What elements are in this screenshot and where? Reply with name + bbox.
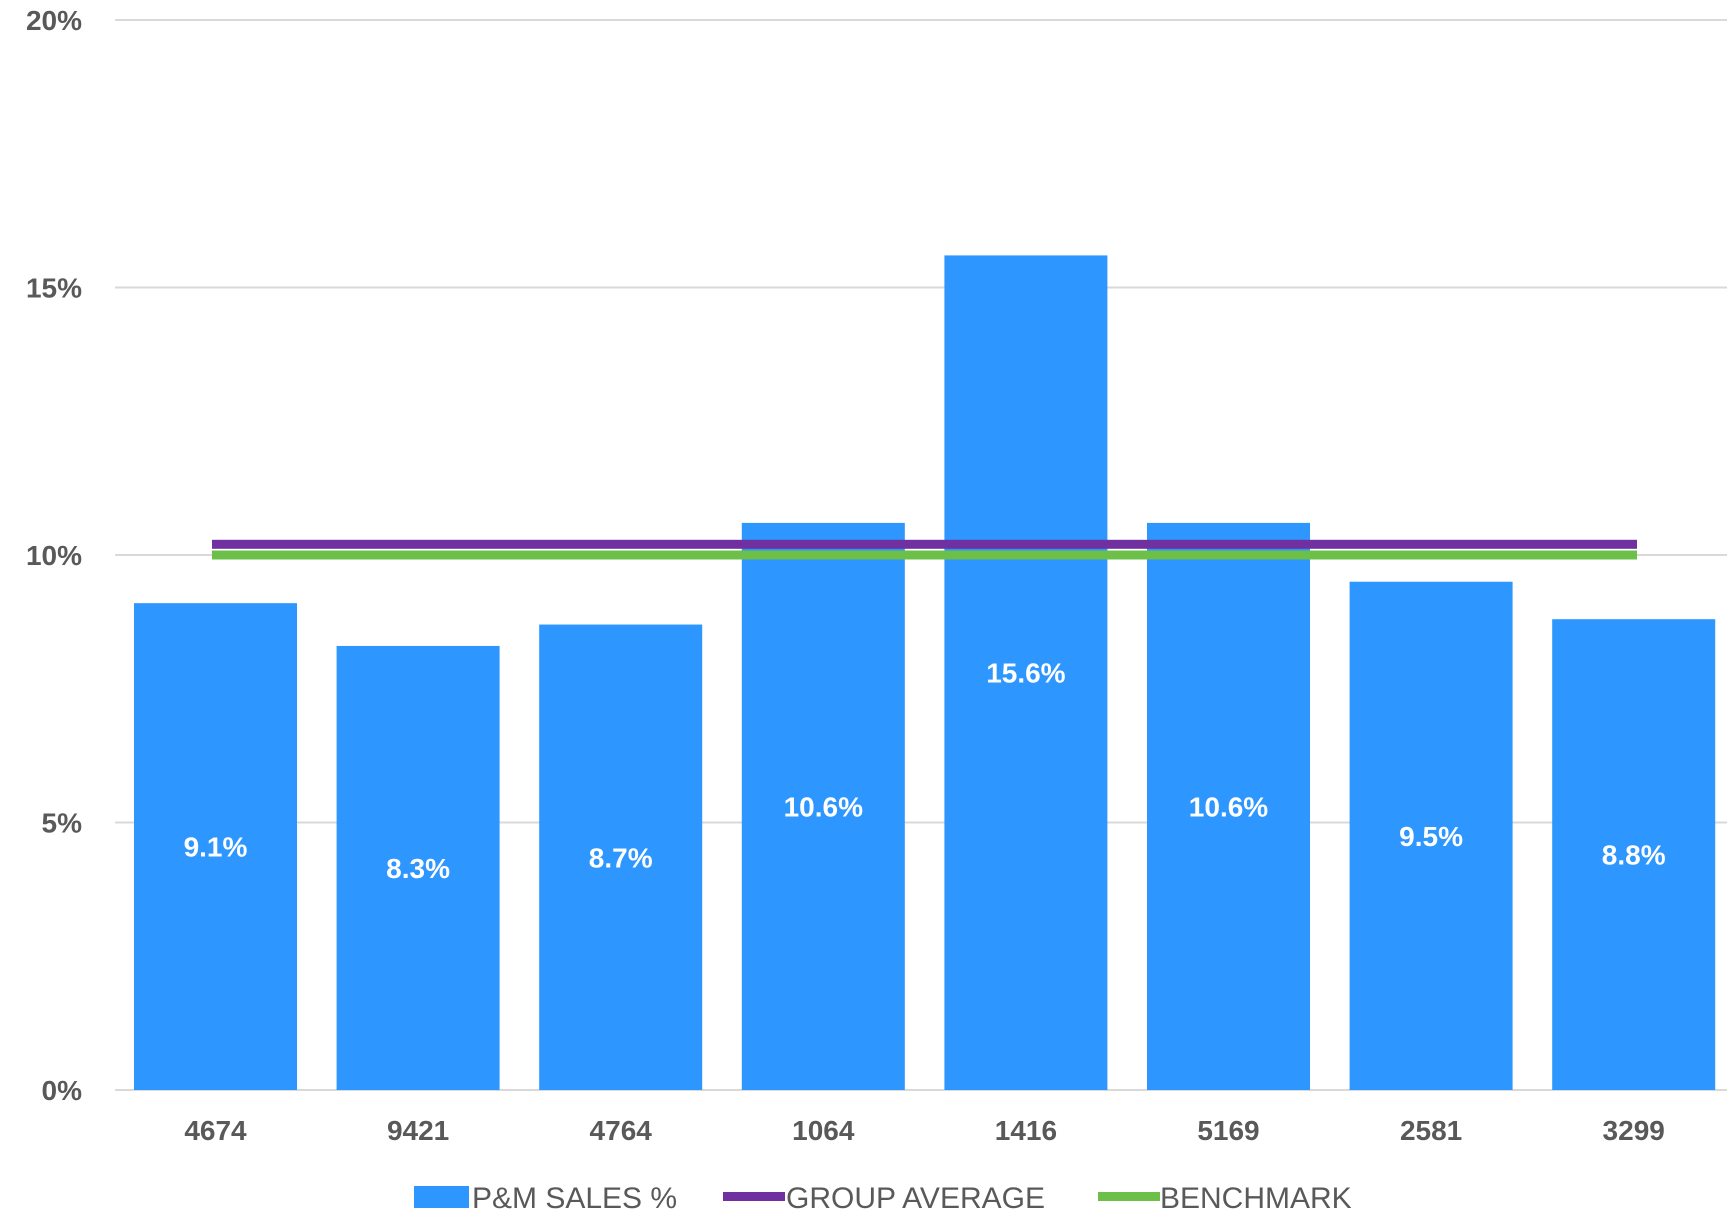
legend-label: GROUP AVERAGE (786, 1182, 1045, 1215)
x-category-label: 4674 (184, 1115, 247, 1146)
group-average-line (212, 539, 1637, 549)
legend-label: BENCHMARK (1160, 1182, 1352, 1215)
y-tick-label: 0% (42, 1075, 83, 1106)
data-label: 8.3% (386, 853, 450, 884)
y-axis-ticks: 0% 5% 10% 15% 20% (26, 5, 82, 1106)
data-label: 9.5% (1399, 821, 1463, 852)
x-category-label: 1064 (792, 1115, 855, 1146)
x-category-label: 3299 (1603, 1115, 1665, 1146)
bar (741, 522, 905, 1090)
legend-swatch-benchmark (1098, 1192, 1160, 1201)
reference-lines (212, 539, 1637, 560)
data-label: 8.7% (589, 842, 653, 873)
y-tick-label: 5% (42, 808, 83, 839)
x-category-label: 2581 (1400, 1115, 1462, 1146)
data-labels: 9.1% 8.3% 8.7% 10.6% 15.6% 10.6% 9.5% 8.8% (184, 658, 1666, 884)
x-axis-categories: 4674 9421 4764 1064 1416 5169 2581 3299 (184, 1115, 1664, 1146)
y-tick-label: 20% (26, 5, 82, 36)
bar (1147, 522, 1310, 1090)
x-category-label: 4764 (590, 1115, 653, 1146)
bar (336, 645, 500, 1090)
x-category-label: 1416 (995, 1115, 1057, 1146)
x-category-label: 5169 (1197, 1115, 1259, 1146)
bar (1552, 619, 1716, 1090)
data-label: 8.8% (1602, 840, 1666, 871)
bar (944, 255, 1108, 1090)
data-label: 10.6% (1189, 791, 1268, 822)
legend-swatch-pm-sales (414, 1186, 469, 1208)
bar (539, 624, 703, 1090)
y-tick-label: 15% (26, 273, 82, 304)
x-category-label: 9421 (387, 1115, 449, 1146)
data-label: 9.1% (184, 832, 248, 863)
legend: P&M SALES % GROUP AVERAGE BENCHMARK (414, 1182, 1352, 1215)
bar-series (134, 255, 1716, 1090)
legend-label: P&M SALES % (472, 1182, 677, 1215)
bar (134, 603, 297, 1090)
benchmark-line (212, 550, 1637, 560)
bar (1349, 581, 1513, 1090)
legend-swatch-group-average (723, 1192, 785, 1201)
data-label: 15.6% (986, 658, 1065, 689)
data-label: 10.6% (784, 791, 863, 822)
y-tick-label: 10% (26, 540, 82, 571)
